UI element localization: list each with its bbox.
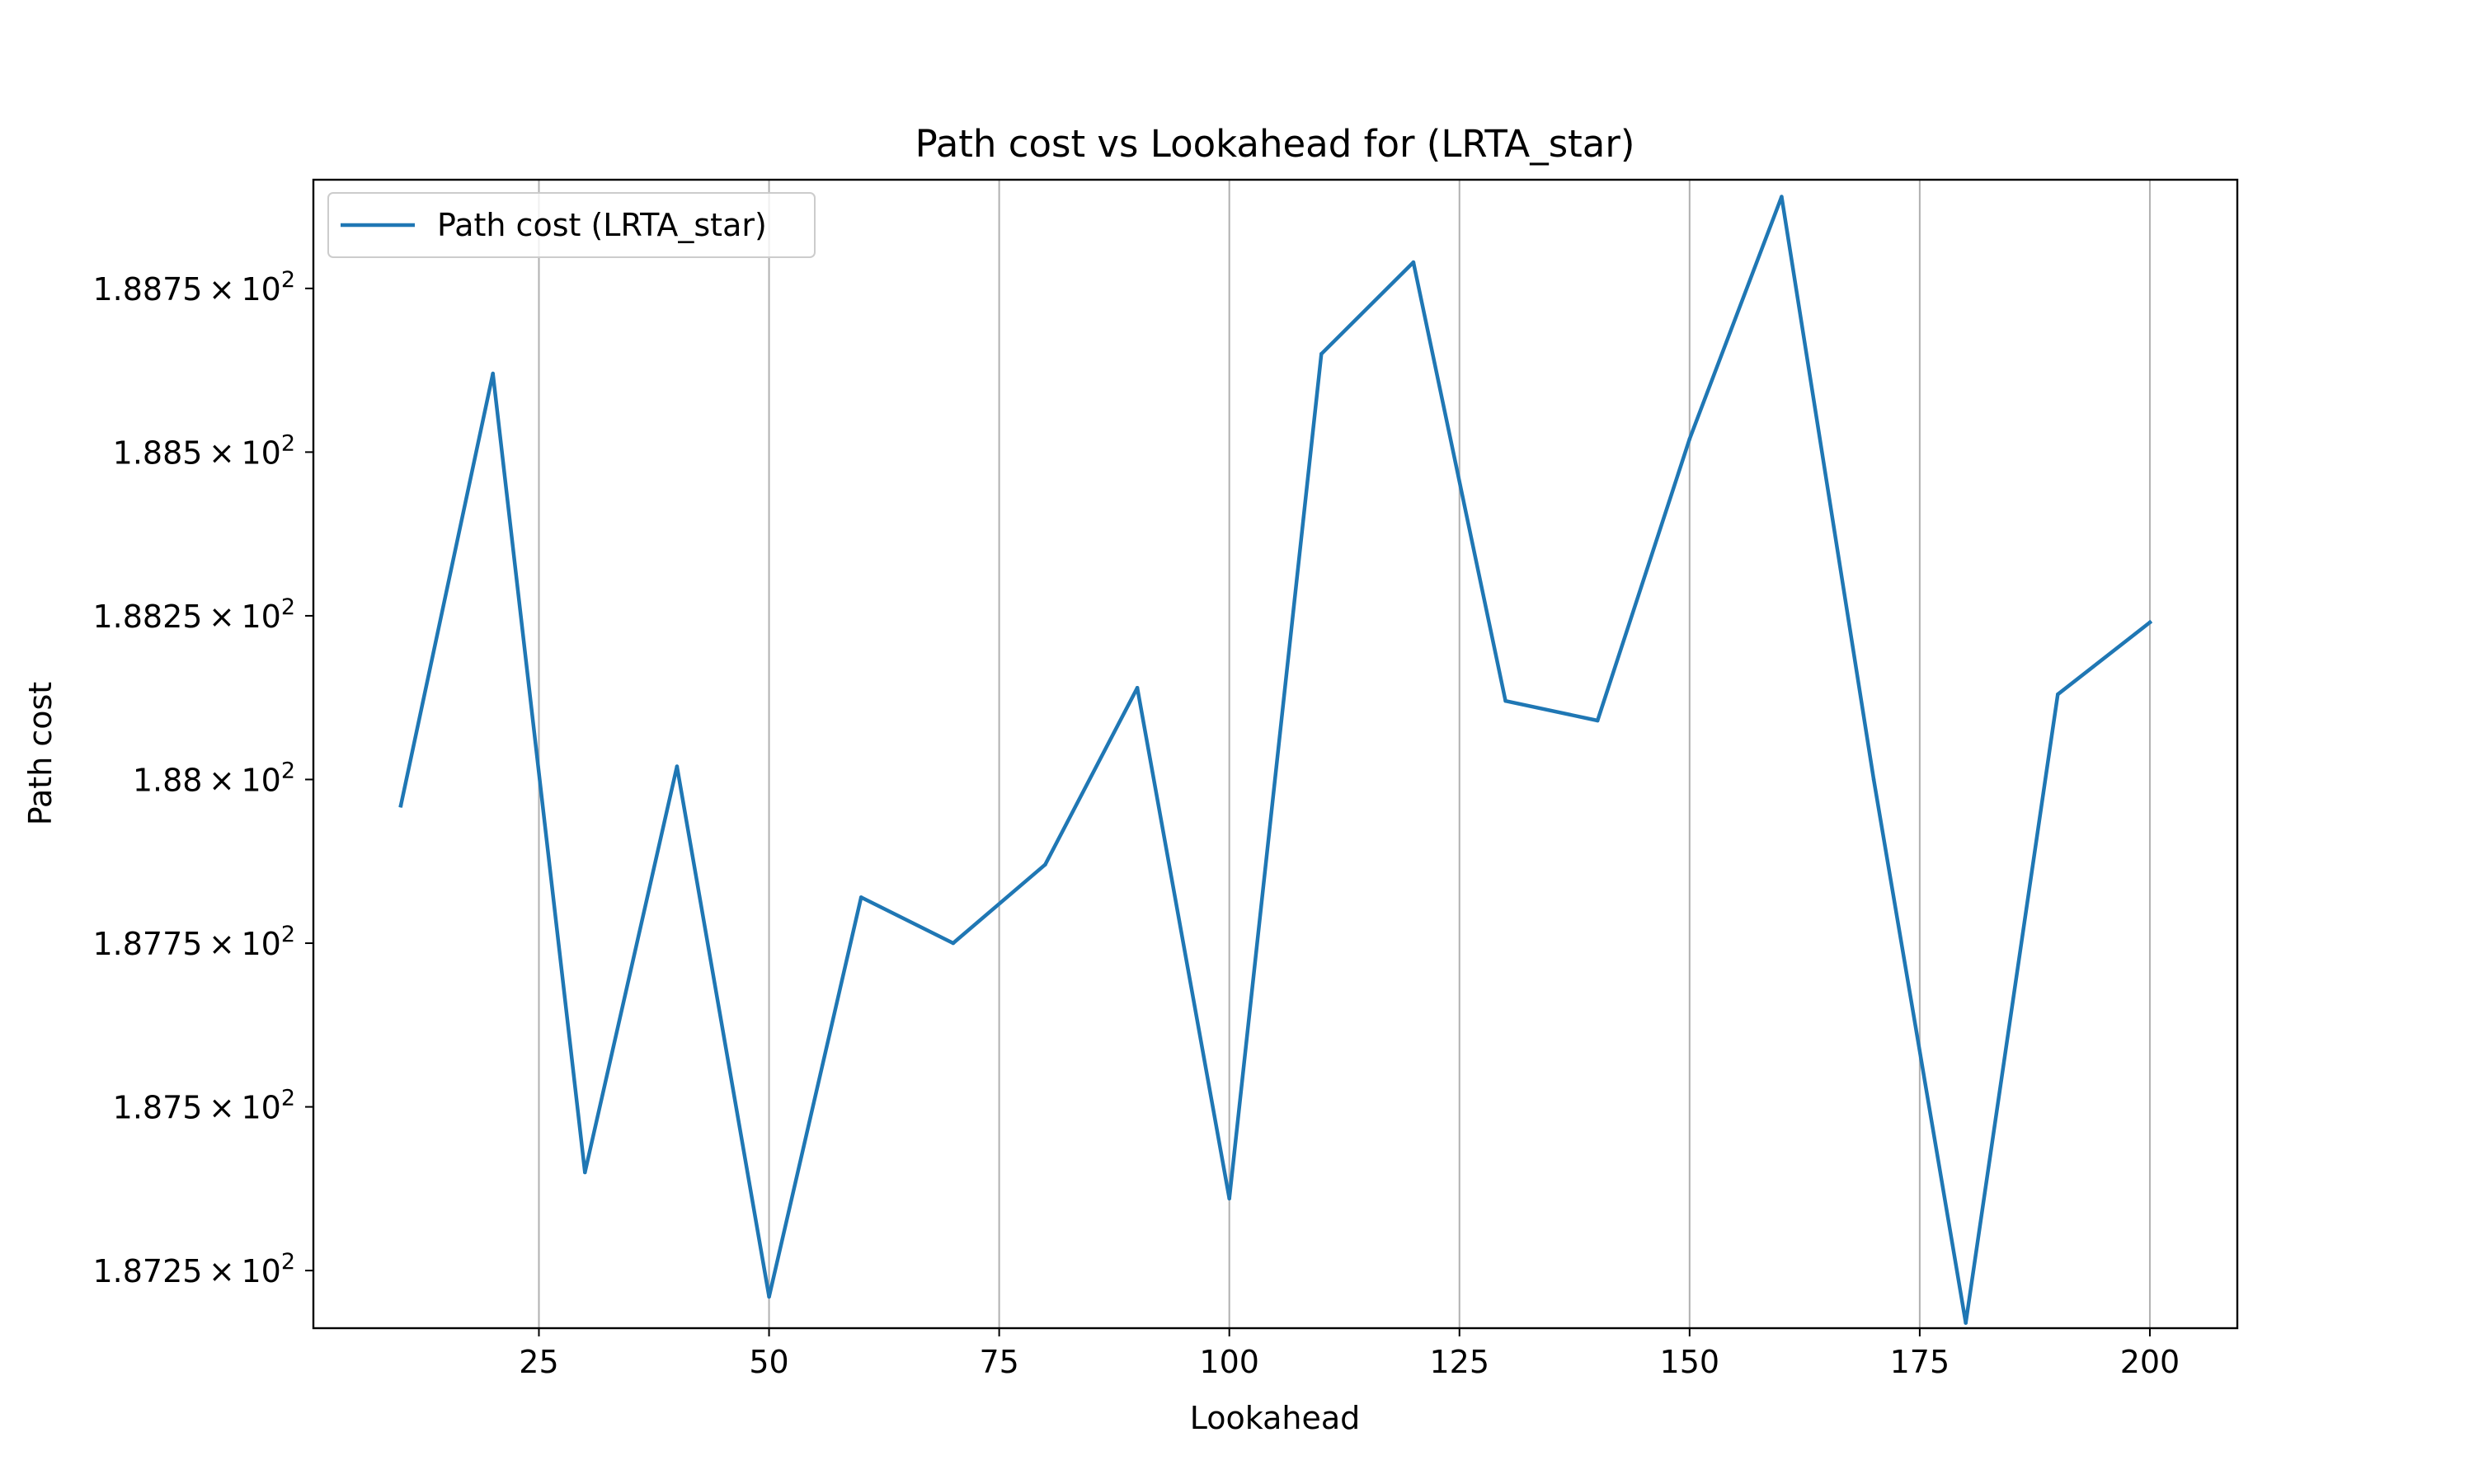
x-tick-label: 100 <box>1199 1344 1259 1380</box>
data-point <box>1503 698 1507 703</box>
data-point <box>951 941 956 946</box>
chart-title: Path cost vs Lookahead for (LRTA_star) <box>915 122 1635 166</box>
data-point <box>1411 260 1416 265</box>
data-point <box>1687 437 1692 441</box>
series-line <box>398 195 2153 1325</box>
x-tick-label: 200 <box>2120 1344 2180 1380</box>
y-tick-label: 1.885 × 102 <box>113 430 295 471</box>
data-point <box>398 803 403 808</box>
legend: Path cost (LRTA_star) <box>327 192 816 258</box>
y-axis-ticks: 1.8725 × 102 1.875 × 102 1.8775 × 102 1.88 … <box>92 267 313 1289</box>
x-axis-ticks: 25 50 75 100 125 150 175 200 <box>519 1328 2180 1380</box>
data-point <box>675 764 680 768</box>
data-point <box>1964 1321 1968 1325</box>
data-point <box>1595 718 1600 723</box>
x-axis-label: Lookahead <box>1190 1400 1361 1436</box>
x-tick-label: 175 <box>1890 1344 1950 1380</box>
x-tick-label: 75 <box>979 1344 1018 1380</box>
data-point <box>583 1170 587 1175</box>
y-tick-label: 1.88 × 102 <box>133 758 295 798</box>
y-tick-label: 1.8725 × 102 <box>92 1249 295 1289</box>
series-layer <box>398 195 2153 1325</box>
y-tick-label: 1.875 × 102 <box>113 1086 295 1126</box>
x-tick-label: 25 <box>519 1344 558 1380</box>
data-point <box>1043 862 1047 866</box>
data-point <box>2056 692 2060 697</box>
data-point <box>1319 352 1324 356</box>
data-point <box>767 1294 771 1299</box>
data-point <box>491 371 495 376</box>
y-tick-label: 1.8875 × 102 <box>92 267 295 308</box>
data-point <box>1871 777 1876 782</box>
legend-label: Path cost (LRTA_star) <box>437 207 767 243</box>
data-point <box>2147 620 2152 625</box>
y-axis-label: Path cost <box>22 682 59 825</box>
x-tick-label: 125 <box>1429 1344 1489 1380</box>
data-point <box>1135 686 1140 690</box>
data-point <box>1227 1196 1231 1201</box>
x-tick-label: 150 <box>1660 1344 1720 1380</box>
y-tick-label: 1.8825 × 102 <box>92 594 295 635</box>
plot-frame <box>312 178 2239 1330</box>
y-tick-label: 1.8775 × 102 <box>92 922 295 962</box>
gridlines <box>538 180 2151 1328</box>
legend-box <box>327 192 816 258</box>
x-tick-label: 50 <box>749 1344 788 1380</box>
data-point <box>858 895 863 899</box>
data-point <box>1780 195 1784 199</box>
